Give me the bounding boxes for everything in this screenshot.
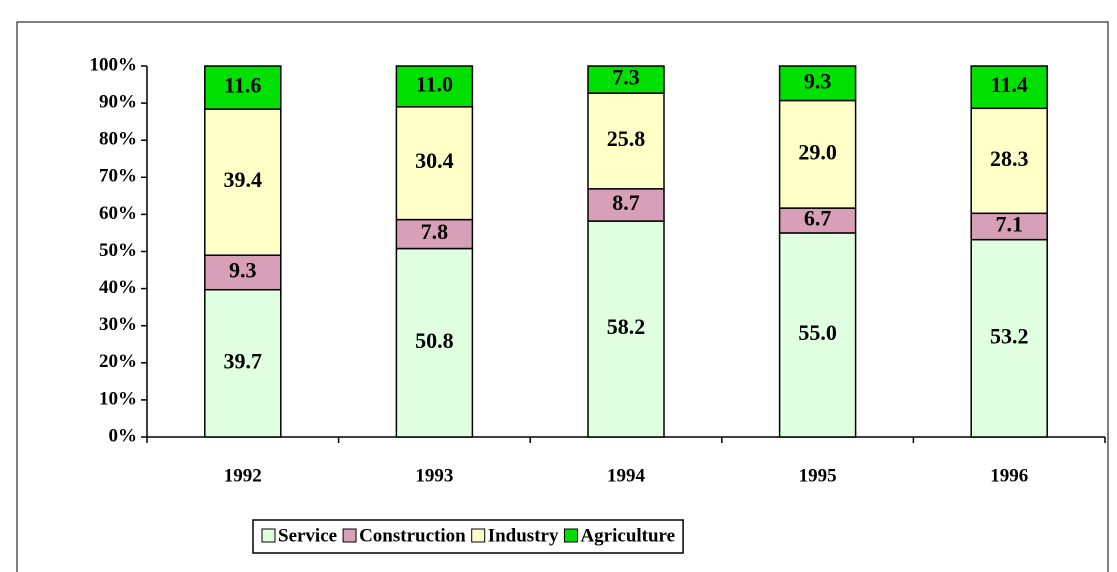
- x-tick-label: 1992: [224, 465, 262, 486]
- legend-swatch: [471, 528, 486, 543]
- value-label: 39.7: [224, 348, 263, 373]
- value-label: 25.8: [607, 126, 646, 151]
- legend-label: Agriculture: [580, 525, 675, 546]
- bar-segment: [587, 65, 665, 94]
- chart-frame: [16, 21, 1109, 572]
- y-tick-label: 100%: [90, 54, 138, 75]
- value-label: 9.3: [229, 258, 257, 283]
- bar-segment: [970, 107, 1048, 215]
- x-tick-label: 1995: [799, 465, 837, 486]
- bar-segment: [204, 65, 282, 110]
- value-label: 29.0: [798, 139, 837, 164]
- value-label: 55.0: [798, 320, 837, 345]
- value-label: 9.3: [804, 68, 832, 93]
- bar-segment: [970, 212, 1048, 241]
- value-label: 6.7: [804, 206, 832, 231]
- y-tick-label: 50%: [99, 240, 137, 261]
- legend-label: Construction: [359, 525, 466, 546]
- bar-segment: [587, 92, 665, 190]
- legend-swatch: [563, 528, 578, 543]
- value-label: 7.3: [612, 65, 640, 90]
- y-tick-label: 40%: [99, 277, 137, 298]
- legend-box: [252, 519, 684, 554]
- x-tick-label: 1996: [990, 465, 1028, 486]
- y-tick-label: 20%: [99, 351, 137, 372]
- y-tick-label: 80%: [99, 129, 137, 150]
- value-label: 11.4: [991, 72, 1028, 97]
- bar-segment: [778, 232, 857, 438]
- x-tick-label: 1994: [607, 465, 646, 486]
- value-label: 39.4: [224, 167, 263, 192]
- bar-segment: [970, 238, 1048, 438]
- y-tick-label: 60%: [99, 203, 137, 224]
- y-tick-label: 90%: [99, 91, 137, 112]
- value-label: 58.2: [607, 314, 646, 339]
- legend-label: Industry: [488, 525, 559, 546]
- legend: Service Construction Industry Agriculture: [252, 519, 684, 554]
- legend-label: Service: [278, 525, 337, 546]
- value-label: 50.8: [415, 328, 454, 353]
- bar-segment: [204, 108, 282, 256]
- value-label: 11.0: [416, 71, 453, 96]
- y-tick-label: 70%: [99, 166, 137, 187]
- legend-swatch: [261, 528, 276, 543]
- bar-segment: [204, 254, 282, 291]
- bar-segment: [778, 65, 857, 102]
- y-tick-label: 0%: [109, 425, 138, 446]
- value-label: 8.7: [612, 190, 640, 215]
- legend-swatch: [342, 528, 357, 543]
- bar-segment: [587, 220, 665, 438]
- value-label: 11.6: [224, 73, 261, 98]
- value-label: 28.3: [990, 146, 1029, 171]
- y-tick-label: 10%: [99, 388, 137, 409]
- bar-segment: [395, 65, 474, 108]
- value-label: 7.1: [995, 212, 1023, 237]
- y-tick-label: 30%: [99, 314, 137, 335]
- x-tick-label: 1993: [415, 465, 453, 486]
- bar-segment: [587, 188, 665, 222]
- bar-segment: [395, 106, 474, 221]
- bar-segment: [970, 65, 1048, 110]
- value-label: 30.4: [415, 148, 454, 173]
- value-label: 53.2: [990, 323, 1029, 348]
- bar-segment: [395, 247, 474, 438]
- value-label: 7.8: [421, 219, 449, 244]
